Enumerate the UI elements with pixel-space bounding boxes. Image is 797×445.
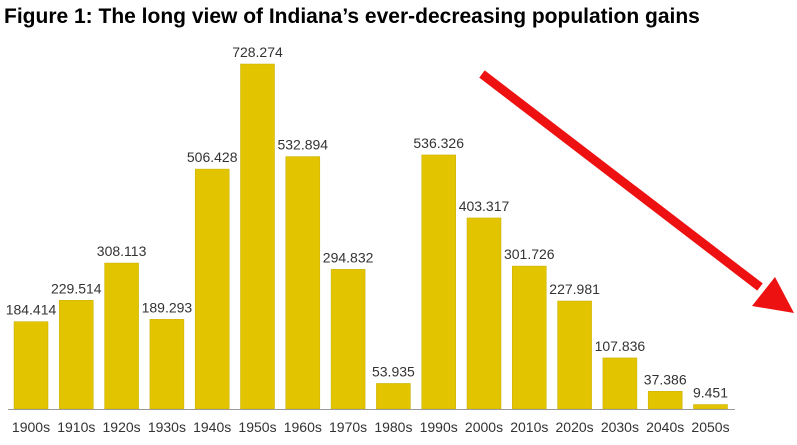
x-tick-label-1950s: 1950s	[238, 419, 276, 435]
value-label-1910s: 229.514	[51, 280, 102, 296]
x-tick-label-1980s: 1980s	[374, 419, 412, 435]
x-tick-label-1900s: 1900s	[12, 419, 50, 435]
trend-arrow	[479, 70, 794, 313]
bar-2020s	[557, 300, 592, 410]
value-label-1970s: 294.832	[323, 249, 374, 265]
trend-arrow-shaft	[479, 70, 763, 291]
x-tick-label-2000s: 2000s	[465, 419, 503, 435]
bars-group	[13, 63, 728, 410]
x-tick-label-1960s: 1960s	[284, 419, 322, 435]
x-tick-label-1940s: 1940s	[193, 419, 231, 435]
bar-1990s	[421, 154, 456, 410]
bar-2010s	[512, 265, 547, 410]
bar-2000s	[466, 217, 502, 410]
x-tick-label-2040s: 2040s	[646, 419, 684, 435]
x-tick-label-2030s: 2030s	[601, 419, 639, 435]
bar-1960s	[285, 156, 321, 410]
value-label-1990s: 536.326	[413, 135, 464, 151]
bar-1910s	[59, 300, 94, 410]
bar-1920s	[104, 262, 139, 410]
value-label-2030s: 107.836	[595, 338, 646, 354]
x-tick-label-1930s: 1930s	[148, 419, 186, 435]
x-tick-label-2020s: 2020s	[556, 419, 594, 435]
value-label-2000s: 403.317	[459, 198, 510, 214]
value-label-1940s: 506.428	[187, 149, 238, 165]
bar-2050s	[693, 404, 728, 410]
value-label-2010s: 301.726	[504, 246, 555, 262]
value-label-1900s: 184.414	[6, 302, 57, 318]
x-tick-label-1990s: 1990s	[420, 419, 458, 435]
x-tick-label-1970s: 1970s	[329, 419, 367, 435]
x-tick-label-1920s: 1920s	[103, 419, 141, 435]
value-labels-group: 184.414 229.514 308.113 189.293 506.428 728.2…	[6, 44, 729, 401]
x-tick-label-1910s: 1910s	[57, 419, 95, 435]
value-label-2050s: 9.451	[693, 385, 728, 401]
value-label-2020s: 227.981	[549, 281, 600, 297]
bar-1900s	[13, 321, 49, 410]
value-label-1980s: 53.935	[372, 363, 415, 379]
bar-1970s	[330, 269, 366, 410]
tick-labels-group: 1900s 1910s 1920s 1930s 1940s 1950s 1960s 1970s…	[12, 419, 730, 435]
bar-2030s	[602, 357, 638, 410]
chart-title: Figure 1: The long view of Indiana’s eve…	[4, 5, 700, 28]
trend-arrow-head	[752, 277, 794, 313]
value-label-1930s: 189.293	[142, 299, 193, 315]
bar-1940s	[194, 168, 230, 410]
value-label-1960s: 532.894	[277, 137, 328, 153]
value-label-1950s: 728.274	[232, 44, 283, 60]
value-label-1920s: 308.113	[97, 243, 147, 259]
bar-2040s	[647, 391, 683, 410]
x-tick-label-2010s: 2010s	[510, 419, 548, 435]
bar-1950s	[240, 63, 275, 410]
value-label-2040s: 37.386	[644, 371, 687, 387]
x-tick-label-2050s: 2050s	[691, 419, 729, 435]
bar-1930s	[149, 319, 185, 410]
bar-1980s	[376, 383, 411, 410]
